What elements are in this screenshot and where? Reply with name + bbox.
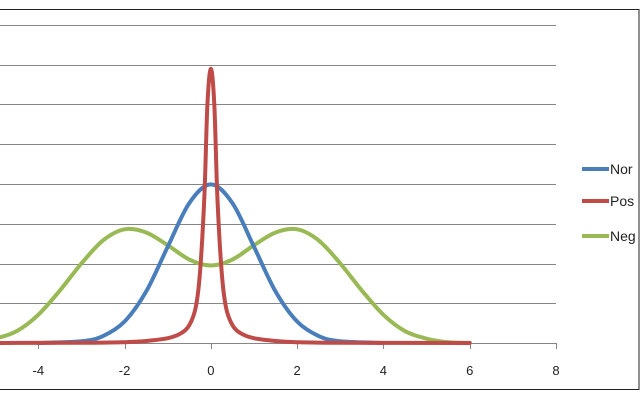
- legend-label: Nor: [610, 161, 633, 177]
- x-tick-label: 4: [380, 363, 387, 378]
- chart-border: [0, 9, 640, 390]
- x-tick-label: -4: [33, 363, 45, 378]
- x-tick-label: 8: [552, 363, 559, 378]
- series-line-pos: [0, 66, 472, 345]
- gridlines: [0, 25, 556, 304]
- x-tick-label: 6: [466, 363, 473, 378]
- x-tick-label: -2: [119, 363, 131, 378]
- series-lines: [0, 66, 472, 345]
- legend-label: Pos: [610, 193, 634, 209]
- series-line-neg: [0, 226, 472, 345]
- legend-item-neg: Neg: [582, 228, 636, 244]
- legend-item-nor: Nor: [582, 161, 633, 177]
- series-line-nor: [36, 182, 386, 345]
- x-tick-label: 0: [207, 363, 214, 378]
- x-tick-label: 2: [294, 363, 301, 378]
- legend: Nor Pos Neg: [582, 161, 636, 244]
- legend-label: Neg: [610, 228, 636, 244]
- legend-item-pos: Pos: [582, 193, 634, 209]
